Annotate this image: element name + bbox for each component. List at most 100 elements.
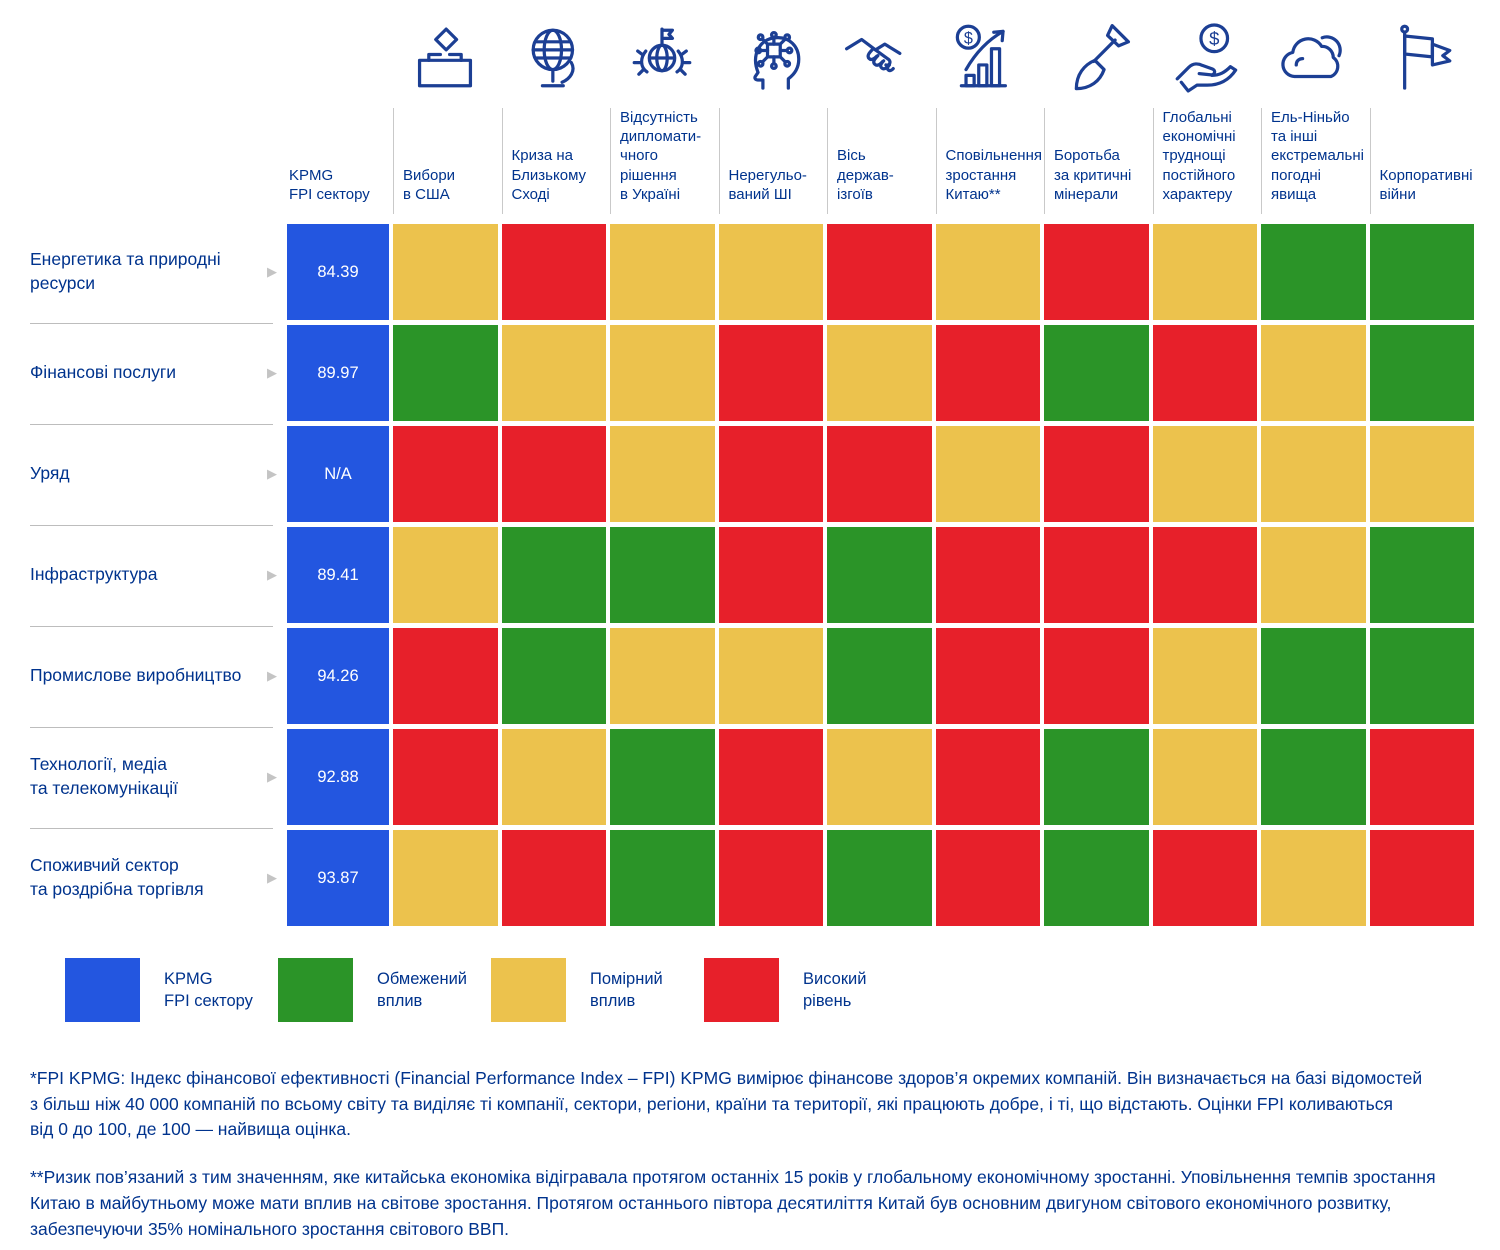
legend: KPMG FPI сектору Обмежений вплив Помірний … xyxy=(65,958,1474,1022)
legend-label: Помірний вплив xyxy=(590,969,663,1010)
impact-cell-moderate xyxy=(935,426,1040,522)
impact-cell-limited xyxy=(1261,628,1366,724)
impact-cell-high xyxy=(393,628,498,724)
impact-cell-high xyxy=(718,830,823,926)
impact-cell-moderate xyxy=(827,325,932,421)
impact-cell-limited xyxy=(501,628,606,724)
table-row: Енергетика та природні ресурси ▶ 84.39 xyxy=(30,224,1474,324)
column-header-el-nino: Ель-Ніньйо та інші екстремальні погодні … xyxy=(1261,108,1366,214)
impact-cell-limited xyxy=(610,729,715,825)
impact-cell-high xyxy=(501,426,606,522)
sector-row-label[interactable]: Фінансові послуги ▶ xyxy=(30,325,283,425)
shovel-icon xyxy=(1044,10,1149,106)
footnote-china: **Ризик пов’язаний з тим значенням, яке … xyxy=(30,1167,1436,1239)
legend-item: KPMG FPI сектору xyxy=(65,958,278,1022)
impact-cell-moderate xyxy=(393,830,498,926)
legend-swatch xyxy=(278,958,353,1022)
legend-item: Високий рівень xyxy=(704,958,917,1022)
chevron-right-icon: ▶ xyxy=(267,769,277,785)
chevron-right-icon: ▶ xyxy=(267,668,277,684)
column-header-middle-east: Криза на Близькому Сході xyxy=(501,108,607,214)
fpi-score-cell: 84.39 xyxy=(287,224,389,320)
column-header-rogue-states: Вісь держав-ізгоїв xyxy=(827,108,932,214)
impact-cell-moderate xyxy=(610,426,715,522)
impact-cell-limited xyxy=(393,325,498,421)
impact-cell-high xyxy=(1369,830,1474,926)
impact-cell-moderate xyxy=(1261,527,1366,623)
table-row: Уряд ▶ N/A xyxy=(30,426,1474,526)
column-header-fpi: KPMG FPI сектору xyxy=(289,166,370,203)
impact-cell-limited xyxy=(827,628,932,724)
impact-cell-limited xyxy=(1261,729,1366,825)
impact-cell-limited xyxy=(610,527,715,623)
globe-icon xyxy=(502,10,607,106)
impact-cell-moderate xyxy=(935,224,1040,320)
impact-cell-limited xyxy=(1044,830,1149,926)
impact-cell-limited xyxy=(827,527,932,623)
sector-name: Технології, медіа та телекомунікації xyxy=(30,754,178,798)
legend-swatch xyxy=(491,958,566,1022)
impact-cell-moderate xyxy=(1261,325,1366,421)
impact-cell-high xyxy=(718,426,823,522)
clouds-icon xyxy=(1261,10,1366,106)
fpi-score-cell: 89.41 xyxy=(287,527,389,623)
column-header-ai: Нерегульо- ваний ШІ xyxy=(718,108,824,214)
sector-name: Інфраструктура xyxy=(30,564,158,585)
column-header-ukraine: Відсутність дипломати- чного рішення в У… xyxy=(610,108,715,214)
impact-cell-moderate xyxy=(610,325,715,421)
chevron-right-icon: ▶ xyxy=(267,466,277,482)
impact-cell-moderate xyxy=(501,729,606,825)
handshake-icon xyxy=(827,10,932,106)
fpi-score-cell: 92.88 xyxy=(287,729,389,825)
sector-row-label[interactable]: Споживчий сектор та роздрібна торгівля ▶ xyxy=(30,830,283,926)
legend-item: Обмежений вплив xyxy=(278,958,491,1022)
impact-cell-moderate xyxy=(501,325,606,421)
column-header-critical-minerals: Боротьба за критичні мінерали xyxy=(1044,108,1149,214)
impact-cell-moderate xyxy=(718,628,823,724)
fpi-score-cell: N/A xyxy=(287,426,389,522)
sector-row-label[interactable]: Промислове виробництво ▶ xyxy=(30,628,283,728)
heatmap-rows: Енергетика та природні ресурси ▶ 84.39 Фіна… xyxy=(30,224,1474,926)
sector-row-label[interactable]: Уряд ▶ xyxy=(30,426,283,526)
sector-row-label[interactable]: Технології, медіа та телекомунікації ▶ xyxy=(30,729,283,829)
impact-cell-moderate xyxy=(393,527,498,623)
column-header-corporate-wars: Корпоративні війни xyxy=(1369,108,1475,214)
impact-cell-moderate xyxy=(610,628,715,724)
impact-cell-limited xyxy=(1369,527,1474,623)
impact-cell-high xyxy=(1044,224,1149,320)
sector-row-label[interactable]: Енергетика та природні ресурси ▶ xyxy=(30,224,283,324)
chevron-right-icon: ▶ xyxy=(267,870,277,886)
sector-name: Промислове виробництво xyxy=(30,665,242,686)
hand-dollar-icon: $ xyxy=(1153,10,1258,106)
impact-cell-limited xyxy=(1369,628,1474,724)
impact-cell-high xyxy=(1152,527,1257,623)
impact-cell-high xyxy=(827,426,932,522)
impact-cell-limited xyxy=(1044,729,1149,825)
impact-cell-high xyxy=(935,628,1040,724)
impact-cell-moderate xyxy=(1152,224,1257,320)
table-row: Фінансові послуги ▶ 89.97 xyxy=(30,325,1474,425)
impact-cell-moderate xyxy=(718,224,823,320)
svg-text:$: $ xyxy=(964,30,973,48)
footnote-fpi: *FPI KPMG: Індекс фінансової ефективност… xyxy=(30,1068,1423,1140)
impact-cell-limited xyxy=(1369,325,1474,421)
fpi-score-cell: 89.97 xyxy=(287,325,389,421)
column-headers-row: KPMG FPI сектору Вибори в США Криза на Бли… xyxy=(30,108,1475,214)
battle-flags-icon xyxy=(1370,10,1475,106)
impact-cell-limited xyxy=(1044,325,1149,421)
impact-cell-moderate xyxy=(1152,628,1257,724)
impact-cell-high xyxy=(1044,527,1149,623)
svg-text:$: $ xyxy=(1209,28,1219,49)
growth-chart-dollar-icon: $ xyxy=(936,10,1041,106)
impact-cell-high xyxy=(718,729,823,825)
sector-row-label[interactable]: Інфраструктура ▶ xyxy=(30,527,283,627)
impact-cell-high xyxy=(1152,325,1257,421)
table-row: Технології, медіа та телекомунікації ▶ 92.… xyxy=(30,729,1474,829)
fpi-score-cell: 94.26 xyxy=(287,628,389,724)
impact-cell-limited xyxy=(610,830,715,926)
impact-cell-limited xyxy=(501,527,606,623)
legend-label: Обмежений вплив xyxy=(377,969,468,1010)
column-header-china-slowdown: Сповільнення зростання Китаю** xyxy=(935,108,1042,214)
impact-cell-limited xyxy=(1261,224,1366,320)
impact-cell-moderate xyxy=(1152,729,1257,825)
